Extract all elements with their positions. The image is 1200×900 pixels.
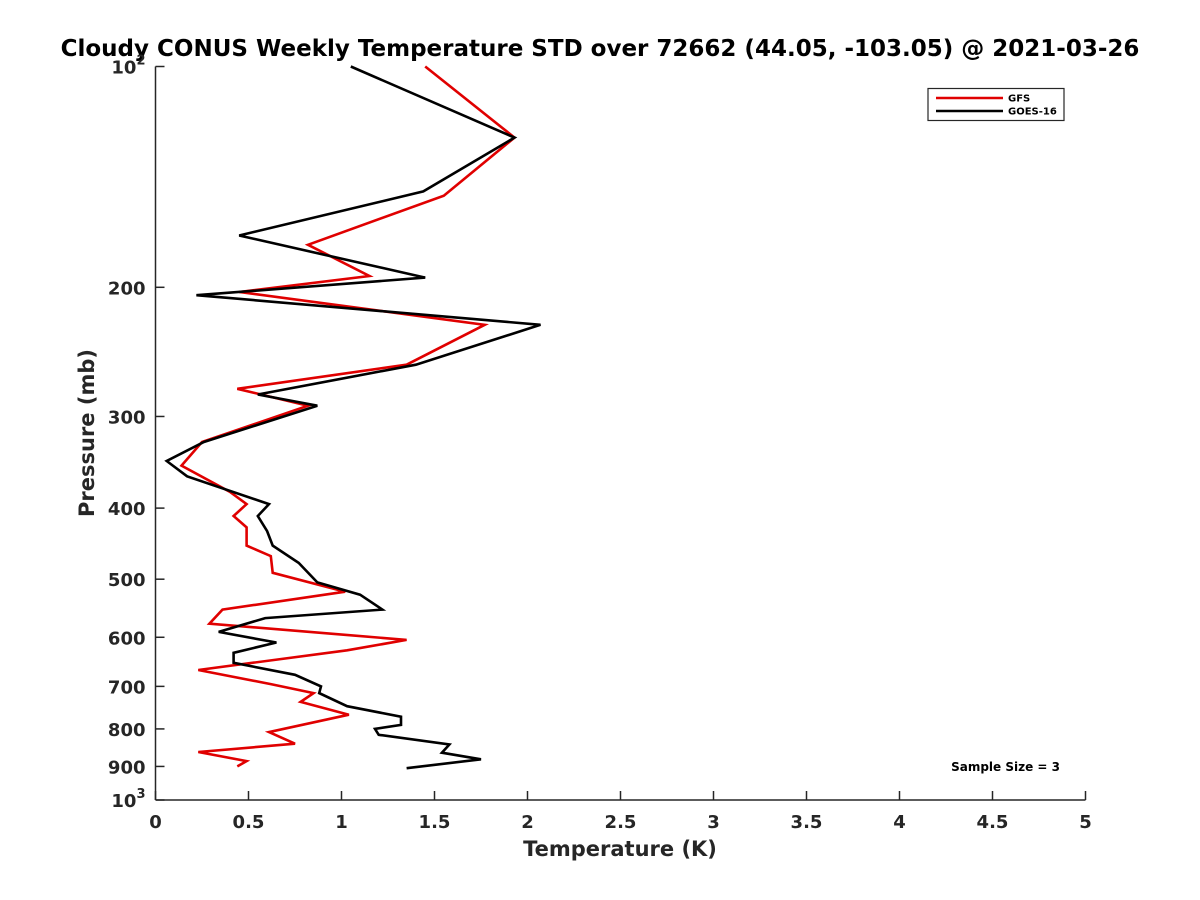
x-tick-label: 0.5	[233, 812, 265, 833]
legend-box	[927, 87, 1065, 122]
x-tick-label: 4.5	[977, 812, 1009, 833]
series-line-gfs	[179, 65, 517, 768]
y-tick-label: 600	[108, 628, 146, 649]
y-tick-label: 102	[111, 54, 145, 79]
y-tick-label: 800	[108, 720, 146, 741]
chart-title: Cloudy CONUS Weekly Temperature STD over…	[61, 36, 1140, 62]
y-tick-label: 500	[108, 570, 146, 591]
x-tick-label: 2	[521, 812, 534, 833]
y-tick-label: 900	[108, 757, 146, 778]
y-tick-label: 700	[108, 677, 146, 698]
x-tick-label: 1.5	[419, 812, 451, 833]
legend: GFS GOES-16	[927, 87, 1065, 122]
x-tick-label: 5	[1079, 812, 1092, 833]
y-tick-label: 103	[111, 787, 145, 812]
x-axis-label: Temperature (K)	[523, 837, 717, 861]
sample-size-annotation: Sample Size = 3	[951, 760, 1060, 774]
x-tick-label: 1	[335, 812, 348, 833]
y-tick-base: 10	[111, 58, 136, 79]
x-tick-label: 4	[893, 812, 906, 833]
y-tick-label: 300	[108, 407, 146, 428]
x-tick-label: 3.5	[791, 812, 823, 833]
legend-items: GFS GOES-16	[936, 94, 1057, 118]
legend-label-gfs: GFS	[1008, 94, 1030, 105]
y-tick-label: 400	[108, 499, 146, 520]
series-line-goes-16	[164, 65, 541, 770]
series-lines	[164, 65, 541, 770]
x-tick-label: 2.5	[605, 812, 637, 833]
x-tick-label: 0	[149, 812, 162, 833]
y-tick-base: 10	[111, 791, 136, 812]
y-tick-exponent: 3	[136, 787, 145, 802]
y-tick-label: 200	[108, 278, 146, 299]
x-tick-label: 3	[707, 812, 720, 833]
x-ticks: 0 0.5 1 1.5 2 2.5 3 3.5 4 4.5 5	[149, 791, 1092, 833]
y-axis-label: Pressure (mb)	[75, 349, 99, 517]
y-tick-exponent: 2	[136, 54, 145, 69]
legend-label-goes-16: GOES-16	[1008, 107, 1057, 118]
